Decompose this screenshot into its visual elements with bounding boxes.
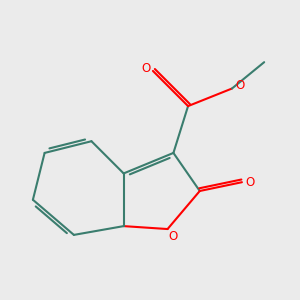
Text: O: O [235,79,244,92]
Text: O: O [141,61,151,74]
Text: O: O [169,230,178,243]
Text: O: O [245,176,254,189]
